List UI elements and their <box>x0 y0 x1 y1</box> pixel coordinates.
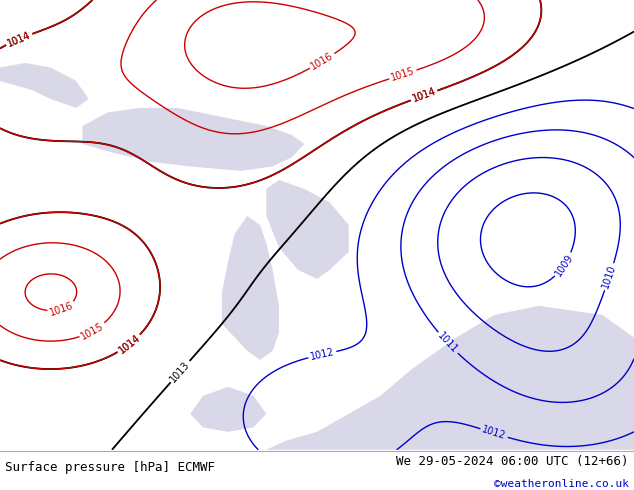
Text: 1013: 1013 <box>168 359 192 384</box>
Text: 1016: 1016 <box>309 50 335 72</box>
Text: 1012: 1012 <box>481 425 507 441</box>
Text: ©weatheronline.co.uk: ©weatheronline.co.uk <box>494 479 629 489</box>
Text: 1015: 1015 <box>390 66 416 83</box>
Text: 1012: 1012 <box>309 347 335 362</box>
Text: 1014: 1014 <box>411 87 437 104</box>
Text: 1016: 1016 <box>48 300 75 318</box>
Text: 1014: 1014 <box>6 29 32 49</box>
Text: 1011: 1011 <box>436 331 460 355</box>
Text: 1014: 1014 <box>6 29 32 49</box>
Text: 1015: 1015 <box>79 320 106 342</box>
Text: 1014: 1014 <box>117 333 142 356</box>
Text: Surface pressure [hPa] ECMWF: Surface pressure [hPa] ECMWF <box>5 462 215 474</box>
Text: 1009: 1009 <box>553 252 575 278</box>
Text: 1010: 1010 <box>601 264 618 290</box>
Text: We 29-05-2024 06:00 UTC (12+66): We 29-05-2024 06:00 UTC (12+66) <box>396 455 629 468</box>
Text: 1014: 1014 <box>117 333 142 356</box>
Text: 1014: 1014 <box>411 87 437 104</box>
